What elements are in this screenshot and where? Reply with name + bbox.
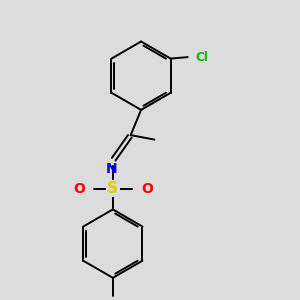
Text: Cl: Cl [195, 51, 208, 64]
Text: O: O [73, 182, 85, 196]
Text: O: O [141, 182, 153, 196]
Text: S: S [107, 181, 118, 196]
Text: N: N [106, 163, 118, 176]
